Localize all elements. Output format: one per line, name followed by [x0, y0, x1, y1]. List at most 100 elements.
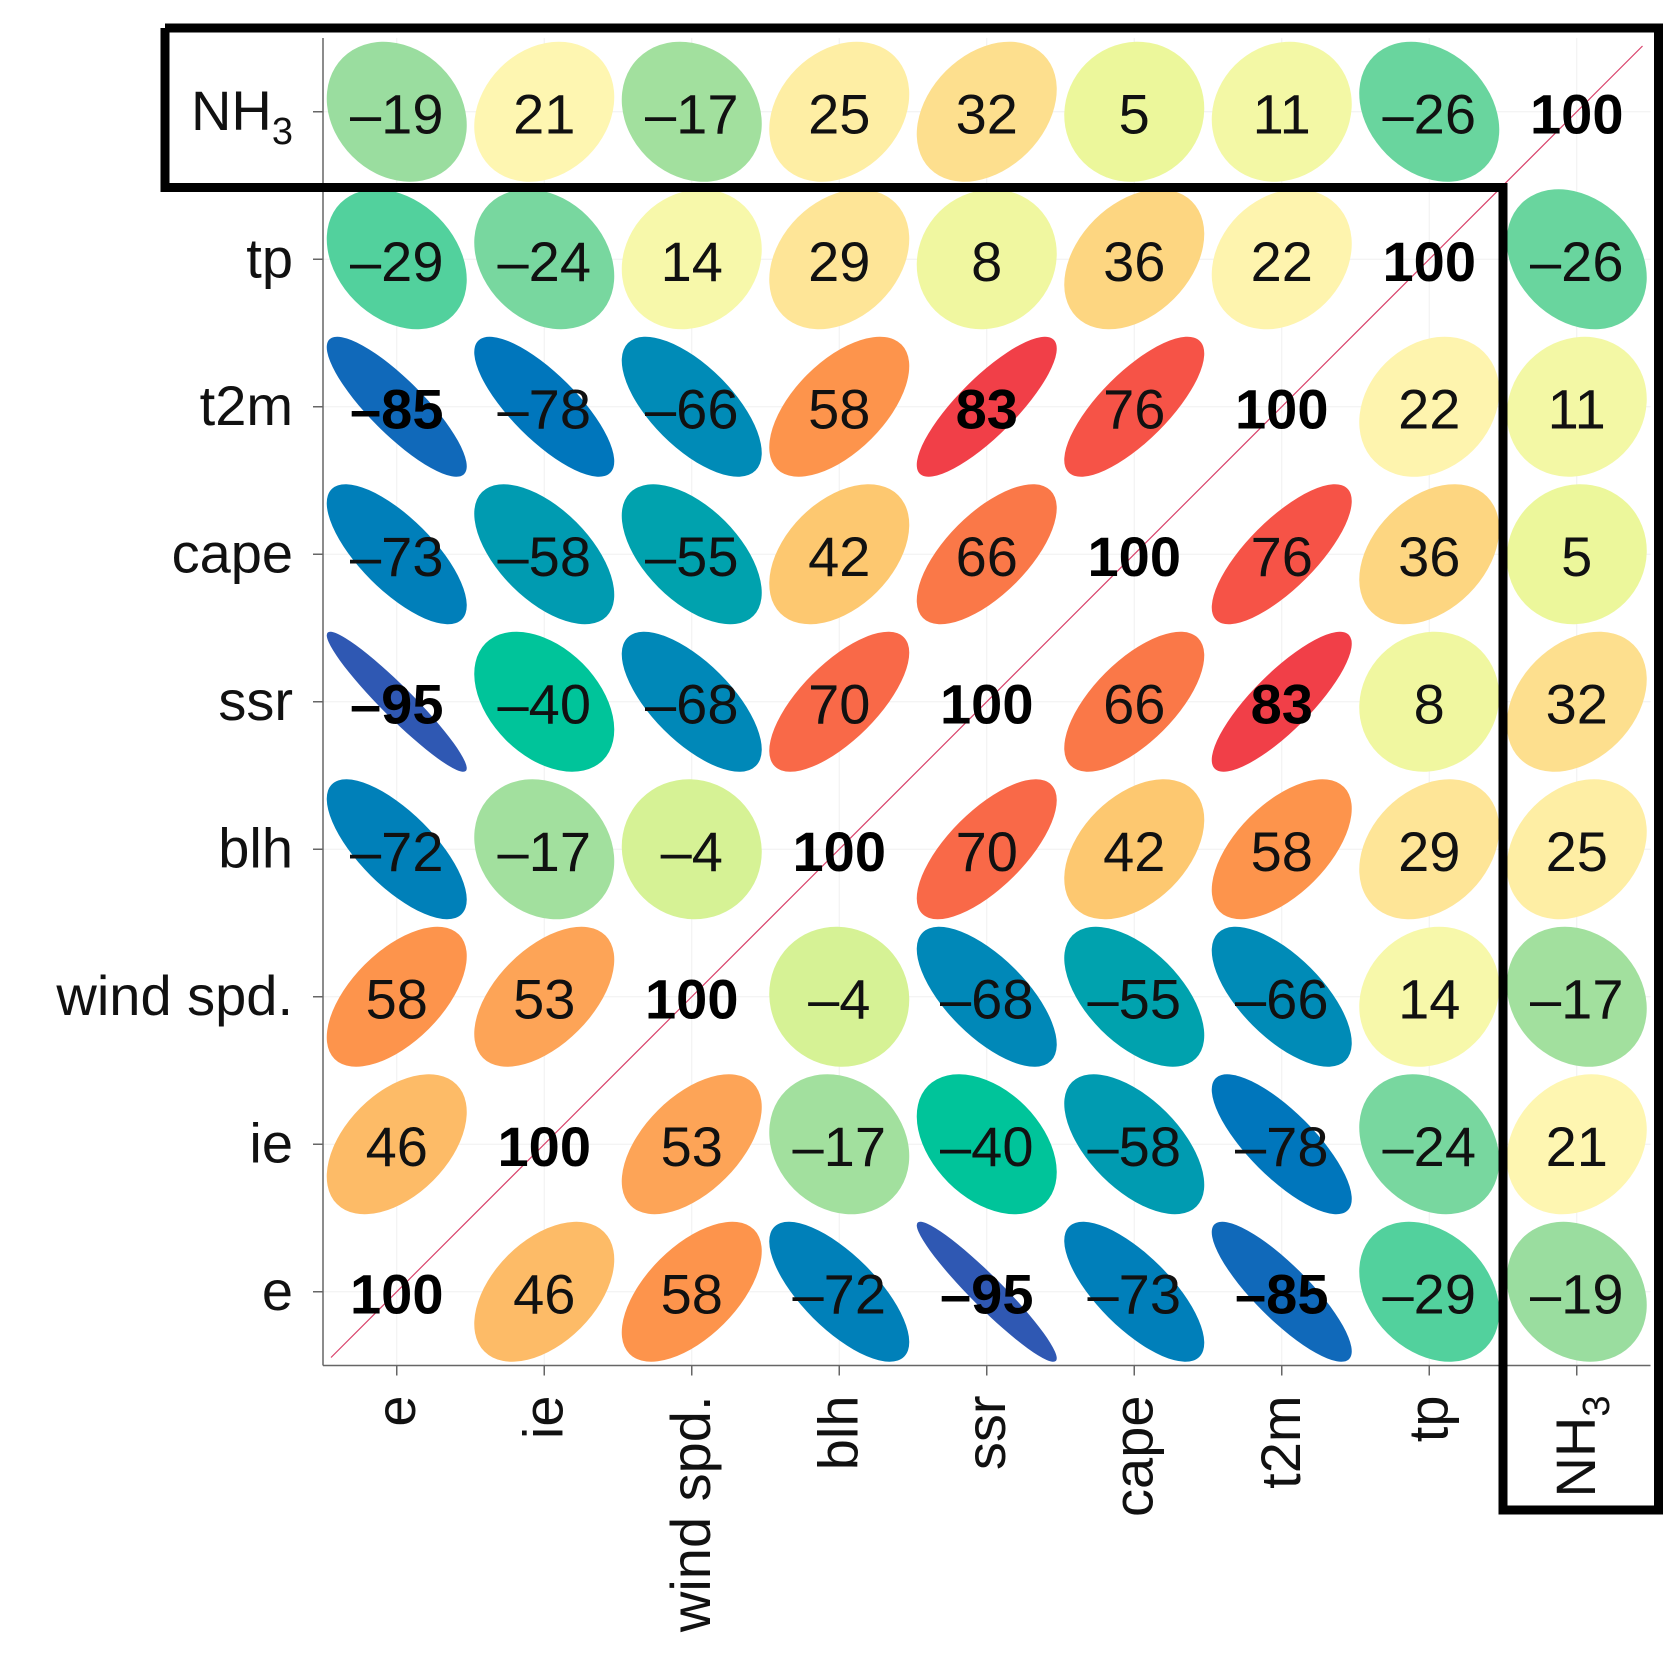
cell-nh3-ssr-ellipse: [916, 41, 1057, 182]
cell-tp-e-ellipse: [326, 189, 467, 330]
cell-nh3-e-ellipse: [326, 41, 467, 182]
cell-wind-spd-t2m-value: –66: [1235, 967, 1328, 1030]
cell-e-nh3-value: –19: [1530, 1262, 1623, 1325]
x-axis-labels: e ie wind spd. blh ssr cape t2m tp NH3: [364, 1365, 1618, 1633]
x-label-t2m: t2m: [1249, 1396, 1312, 1489]
cell-wind-spd-nh3-ellipse: [1506, 926, 1647, 1067]
y-label-blh: blh: [218, 816, 293, 879]
cell-nh3-t2m-ellipse: [1211, 41, 1352, 182]
cell-ssr-cape-ellipse: [1064, 631, 1205, 772]
cell-blh-ssr-ellipse: [916, 779, 1057, 920]
cell-ssr-ie-value: –40: [498, 672, 591, 735]
cell-blh-e-value: –72: [350, 820, 443, 883]
cell-wind-spd-ie-ellipse: [474, 926, 615, 1067]
cell-wind-spd-nh3-value: –17: [1530, 967, 1623, 1030]
cell-nh3-tp-ellipse: [1359, 41, 1500, 182]
cell-ie-ssr-value: –40: [940, 1115, 1033, 1178]
cell-ssr-e-value: –95: [350, 672, 443, 735]
cell-e-ssr-value: –95: [940, 1262, 1033, 1325]
cell-e-e-value: 100: [350, 1262, 443, 1325]
cell-wind-spd-tp-ellipse: [1359, 926, 1500, 1067]
x-label-ie: ie: [511, 1396, 574, 1440]
cell-nh3-wind-spd-value: –17: [645, 82, 738, 145]
cell-cape-ie-value: –58: [498, 525, 591, 588]
cell-e-wind-spd-ellipse: [621, 1221, 762, 1362]
cell-ssr-cape-value: 66: [1103, 672, 1165, 735]
cell-nh3-ie-value: 21: [513, 82, 575, 145]
cell-e-tp-ellipse: [1359, 1221, 1500, 1362]
cell-ie-nh3-value: 21: [1546, 1115, 1608, 1178]
y-label-e: e: [262, 1259, 293, 1322]
x-label-nh3: NH3: [1544, 1396, 1618, 1498]
cell-ssr-ie-ellipse: [474, 631, 615, 772]
cell-cape-e-ellipse: [326, 484, 467, 625]
cell-t2m-cape-ellipse: [1064, 336, 1205, 477]
cell-cape-tp-value: 36: [1398, 525, 1460, 588]
cell-t2m-e-ellipse: [326, 336, 467, 477]
y-label-wind-spd: wind spd.: [55, 964, 293, 1027]
cell-blh-t2m-ellipse: [1211, 779, 1352, 920]
cell-t2m-blh-value: 58: [808, 377, 870, 440]
y-label-cape: cape: [172, 521, 293, 584]
cell-blh-tp-ellipse: [1359, 779, 1500, 920]
cell-ssr-tp-ellipse: [1359, 631, 1500, 772]
cell-tp-wind-spd-ellipse: [621, 189, 762, 330]
cell-e-ie-ellipse: [474, 1221, 615, 1362]
cell-tp-wind-spd-value: 14: [661, 230, 723, 293]
cell-e-wind-spd-value: 58: [661, 1262, 723, 1325]
cell-ie-ssr-ellipse: [916, 1074, 1057, 1215]
cell-blh-e-ellipse: [326, 779, 467, 920]
cell-ssr-e-ellipse: [326, 631, 467, 772]
cell-wind-spd-blh-ellipse: [769, 926, 910, 1067]
y-label-ssr: ssr: [218, 669, 293, 732]
cell-cape-nh3-ellipse: [1506, 484, 1647, 625]
cell-blh-wind-spd-value: –4: [661, 820, 723, 883]
cell-blh-ie-value: –17: [498, 820, 591, 883]
cell-wind-spd-cape-ellipse: [1064, 926, 1205, 1067]
cell-wind-spd-blh-value: –4: [808, 967, 870, 1030]
nh3-highlight-frame: [160, 23, 1663, 1515]
cell-nh3-cape-ellipse: [1064, 41, 1205, 182]
cell-e-nh3-ellipse: [1506, 1221, 1647, 1362]
cell-t2m-cape-value: 76: [1103, 377, 1165, 440]
cell-cape-blh-ellipse: [769, 484, 910, 625]
cell-nh3-wind-spd-ellipse: [621, 41, 762, 182]
cell-ie-e-value: 46: [366, 1115, 428, 1178]
cell-tp-ssr-value: 8: [971, 230, 1002, 293]
cell-blh-nh3-value: 25: [1546, 820, 1608, 883]
cell-ie-t2m-ellipse: [1211, 1074, 1352, 1215]
cell-wind-spd-ssr-ellipse: [916, 926, 1057, 1067]
cell-cape-tp-ellipse: [1359, 484, 1500, 625]
cell-cape-t2m-value: 76: [1251, 525, 1313, 588]
cell-tp-blh-value: 29: [808, 230, 870, 293]
cell-e-blh-value: –72: [793, 1262, 886, 1325]
cell-nh3-tp-value: –26: [1383, 82, 1476, 145]
cell-t2m-ssr-value: 83: [956, 377, 1018, 440]
cell-ie-nh3-ellipse: [1506, 1074, 1647, 1215]
cell-ie-wind-spd-value: 53: [661, 1115, 723, 1178]
cell-ssr-blh-value: 70: [808, 672, 870, 735]
x-label-e: e: [364, 1396, 427, 1427]
cell-blh-ssr-value: 70: [956, 820, 1018, 883]
cell-tp-ie-ellipse: [474, 189, 615, 330]
cell-cape-wind-spd-ellipse: [621, 484, 762, 625]
x-label-tp: tp: [1396, 1396, 1459, 1443]
cell-nh3-ssr-value: 32: [956, 82, 1018, 145]
cell-tp-nh3-value: –26: [1530, 230, 1623, 293]
cell-t2m-ie-ellipse: [474, 336, 615, 477]
cell-ie-wind-spd-ellipse: [621, 1074, 762, 1215]
cell-nh3-t2m-value: 11: [1253, 82, 1311, 145]
cell-ie-tp-value: –24: [1383, 1115, 1476, 1178]
cell-cape-e-value: –73: [350, 525, 443, 588]
y-label-nh3: NH3: [191, 79, 293, 153]
cell-blh-cape-value: 42: [1103, 820, 1165, 883]
cell-tp-nh3-ellipse: [1506, 189, 1647, 330]
cell-ssr-nh3-ellipse: [1506, 631, 1647, 772]
cell-e-ie-value: 46: [513, 1262, 575, 1325]
cell-cape-blh-value: 42: [808, 525, 870, 588]
cell-nh3-cape-value: 5: [1119, 82, 1150, 145]
cell-ie-cape-value: –58: [1088, 1115, 1181, 1178]
cell-cape-wind-spd-value: –55: [645, 525, 738, 588]
cell-nh3-nh3-value: 100: [1530, 82, 1623, 145]
